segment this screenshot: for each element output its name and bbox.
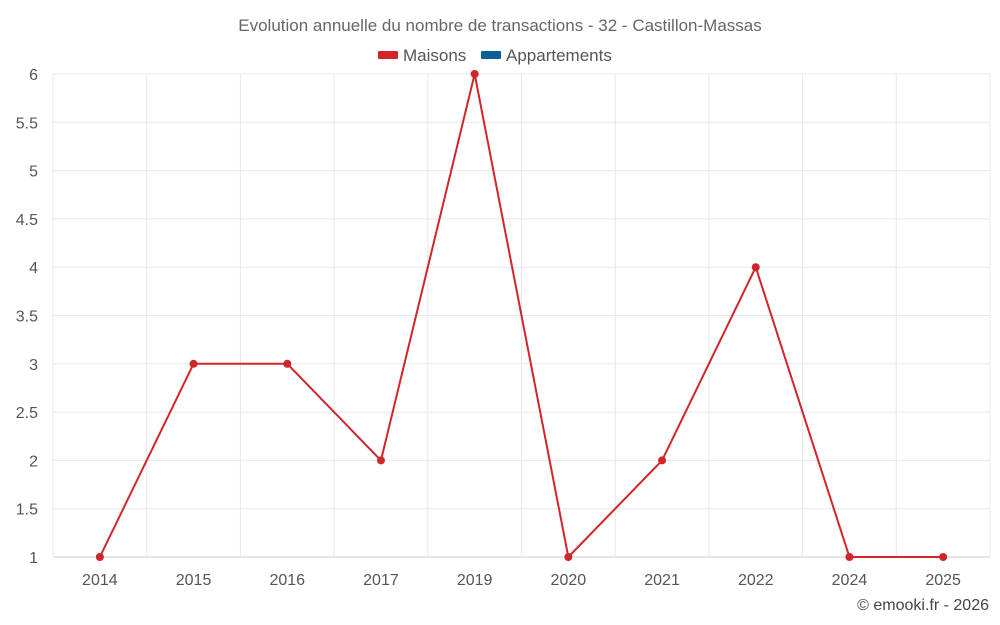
data-point[interactable]	[939, 553, 948, 561]
data-point[interactable]	[751, 263, 760, 272]
chart-title: Evolution annuelle du nombre de transact…	[238, 16, 762, 35]
y-tick-label: 3.5	[16, 309, 38, 326]
legend-item-maisons[interactable]: Maisons	[378, 46, 466, 65]
x-tick-label: 2020	[551, 572, 587, 589]
x-tick-label: 2022	[738, 572, 774, 589]
credit-text: © emooki.fr - 2026	[857, 597, 989, 614]
legend-swatch-appartements	[481, 51, 501, 59]
x-tick-label: 2016	[269, 572, 305, 589]
y-tick-label: 2.5	[16, 405, 38, 422]
y-tick-label: 1.5	[16, 502, 38, 519]
data-point[interactable]	[845, 553, 854, 561]
data-point[interactable]	[564, 553, 573, 561]
y-tick-label: 1	[29, 550, 38, 567]
data-point[interactable]	[283, 359, 292, 368]
series-line-maisons	[98, 73, 944, 558]
legend-swatch-maisons	[378, 51, 398, 59]
x-tick-label: 2021	[644, 572, 680, 589]
legend-label-maisons: Maisons	[403, 46, 466, 65]
legend: Maisons Appartements	[378, 46, 612, 65]
x-tick-label: 2015	[176, 572, 212, 589]
y-tick-label: 4.5	[16, 212, 38, 229]
y-tick-label: 5	[29, 164, 38, 181]
x-tick-label: 2024	[832, 572, 868, 589]
data-point[interactable]	[658, 456, 667, 465]
y-tick-label: 6	[29, 67, 38, 84]
y-tick-label: 5.5	[16, 115, 38, 132]
y-tick-label: 3	[29, 357, 38, 374]
x-tick-label: 2019	[457, 572, 493, 589]
plot-area	[95, 70, 948, 561]
x-tick-label: 2017	[363, 572, 399, 589]
y-tick-label: 4	[29, 260, 38, 277]
y-tick-label: 2	[29, 453, 38, 470]
data-point[interactable]	[95, 553, 104, 561]
legend-label-appartements: Appartements	[506, 46, 612, 65]
legend-item-appartements[interactable]: Appartements	[481, 46, 612, 65]
data-point[interactable]	[470, 70, 479, 78]
x-axis: 2014 2015 2016 2017 2019 2020 2021 2022 2024 2025	[82, 572, 961, 589]
x-tick-label: 2025	[925, 572, 961, 589]
x-tick-label: 2014	[82, 572, 118, 589]
data-point[interactable]	[376, 456, 385, 465]
data-point[interactable]	[189, 359, 198, 368]
y-axis: 1 1.5 2 2.5 3 3.5 4 4.5 5 5.5 6	[16, 67, 38, 567]
